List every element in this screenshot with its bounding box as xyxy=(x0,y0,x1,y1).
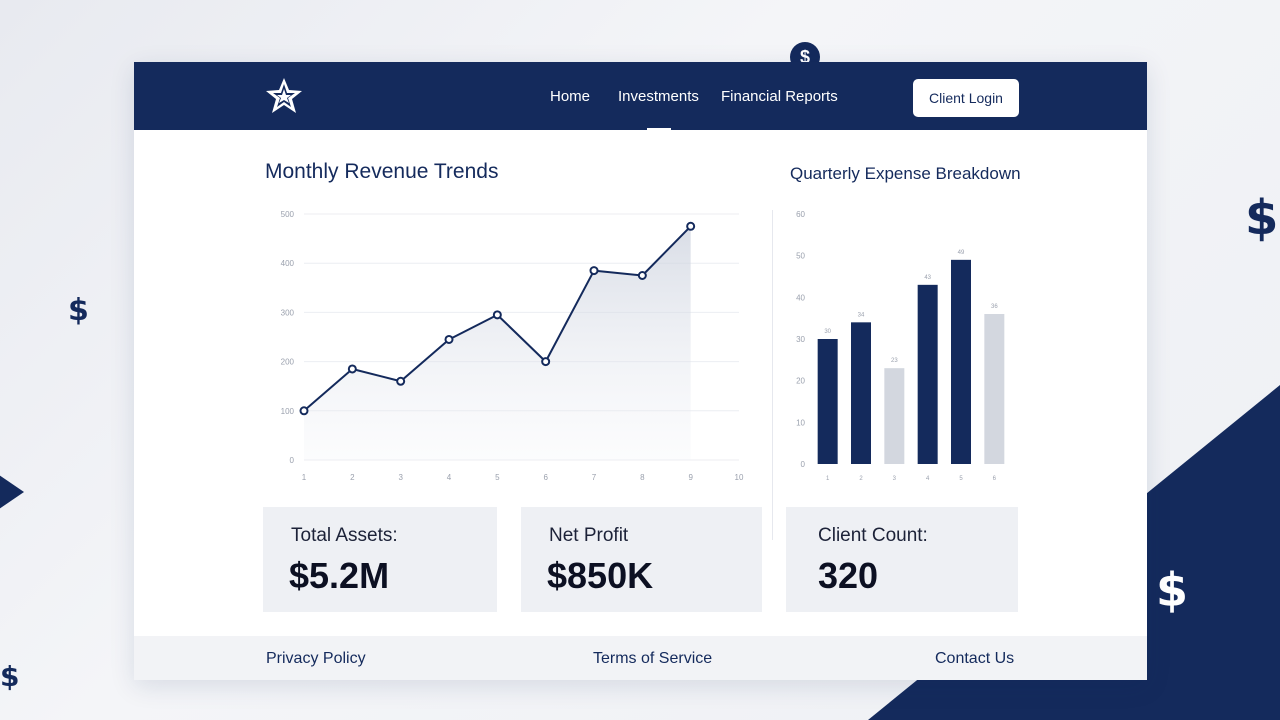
data-point xyxy=(637,271,647,280)
footer-terms-link[interactable]: Terms of Service xyxy=(593,650,713,667)
bar xyxy=(817,339,838,464)
dollar-icon: $ xyxy=(1245,190,1279,246)
bar-value-label: 36 xyxy=(991,304,998,310)
revenue-line-chart: 0 100 200 300 400 500 1 2 3 4 5 6 7 8 9 10 xyxy=(281,210,744,482)
area-fill xyxy=(304,226,691,460)
footer-contact-link[interactable]: Contact Us xyxy=(935,650,1015,667)
y-tick-label: 0 xyxy=(801,460,806,469)
y-tick-label: 200 xyxy=(281,358,295,367)
y-tick-label: 10 xyxy=(796,418,805,427)
data-point xyxy=(444,334,454,344)
bar xyxy=(984,314,1005,464)
star-logo-icon[interactable] xyxy=(262,76,306,116)
data-point xyxy=(492,310,502,320)
y-tick-label: 40 xyxy=(796,293,805,302)
bar-value-label: 30 xyxy=(824,329,831,335)
x-tick-label: 5 xyxy=(495,473,500,482)
bar xyxy=(851,322,871,464)
x-tick-label: 1 xyxy=(826,476,830,482)
data-point xyxy=(396,376,406,386)
dollar-icon: $ xyxy=(1156,563,1189,617)
bar-value-label: 49 xyxy=(958,250,965,256)
y-tick-label: 100 xyxy=(281,407,295,416)
stat-label: Net Profit xyxy=(549,525,629,546)
dollar-icon: $ xyxy=(0,660,20,693)
x-tick-label: 7 xyxy=(592,473,597,482)
nav-financial-reports[interactable]: Financial Reports xyxy=(721,88,838,105)
bar-value-label: 43 xyxy=(924,275,931,281)
bar xyxy=(884,368,905,464)
revenue-chart-title: Monthly Revenue Trends xyxy=(265,160,499,183)
chart-divider xyxy=(772,210,773,540)
top-navbar: Home Investments Financial Reports Clien… xyxy=(134,62,1147,130)
x-tick-label: 1 xyxy=(302,473,307,482)
stat-card-net-profit: Net Profit $850K xyxy=(521,507,762,612)
data-point xyxy=(299,406,309,416)
x-tick-label: 3 xyxy=(398,473,403,482)
data-point xyxy=(589,266,599,276)
footer: Privacy Policy Terms of Service Contact … xyxy=(134,636,1147,680)
stat-label: Total Assets: xyxy=(291,525,398,546)
y-tick-label: 300 xyxy=(281,308,295,317)
x-tick-label: 8 xyxy=(640,473,645,482)
x-tick-label: 5 xyxy=(959,476,963,482)
x-tick-label: 6 xyxy=(543,473,548,482)
stat-value: 320 xyxy=(818,555,879,596)
bar-value-label: 34 xyxy=(858,312,865,318)
x-tick-label: 2 xyxy=(859,476,863,482)
bar xyxy=(951,259,971,464)
x-tick-label: 3 xyxy=(893,476,897,482)
y-tick-label: 400 xyxy=(281,259,295,268)
bar xyxy=(917,284,938,464)
stat-value: $5.2M xyxy=(289,555,390,596)
x-tick-label: 2 xyxy=(350,473,355,482)
y-tick-label: 60 xyxy=(796,210,805,219)
stat-label: Client Count: xyxy=(818,525,928,546)
y-tick-label: 50 xyxy=(796,252,805,261)
active-tab-indicator xyxy=(647,128,671,130)
nav-home[interactable]: Home xyxy=(550,88,591,105)
x-tick-label: 10 xyxy=(735,473,744,482)
y-tick-label: 30 xyxy=(796,335,805,344)
x-tick-label: 9 xyxy=(688,473,693,482)
nav-investments[interactable]: Investments xyxy=(618,88,699,105)
stat-value: $850K xyxy=(547,555,654,596)
data-point xyxy=(686,221,696,231)
stat-card-client-count: Client Count: 320 xyxy=(786,507,1018,612)
dashboard-window: Home Investments Financial Reports Clien… xyxy=(134,62,1147,680)
y-tick-label: 20 xyxy=(796,377,805,386)
y-tick-label: 500 xyxy=(281,210,295,219)
dollar-icon: $ xyxy=(68,293,89,328)
expense-chart-title: Quarterly Expense Breakdown xyxy=(790,164,1021,183)
stat-card-total-assets: Total Assets: $5.2M xyxy=(263,507,497,612)
x-tick-label: 4 xyxy=(447,473,452,482)
bar-value-label: 23 xyxy=(891,358,898,364)
y-tick-label: 0 xyxy=(290,456,295,465)
client-login-button[interactable]: Client Login xyxy=(913,79,1019,117)
data-point xyxy=(347,364,357,374)
expense-bar-chart: 0 10 20 30 40 50 60 30 1 34 2 23 3 43 4 49 5 36 6 xyxy=(796,210,1005,482)
x-tick-label: 4 xyxy=(926,476,930,482)
x-tick-label: 6 xyxy=(993,476,997,482)
data-point xyxy=(541,357,551,367)
footer-privacy-link[interactable]: Privacy Policy xyxy=(266,650,366,667)
